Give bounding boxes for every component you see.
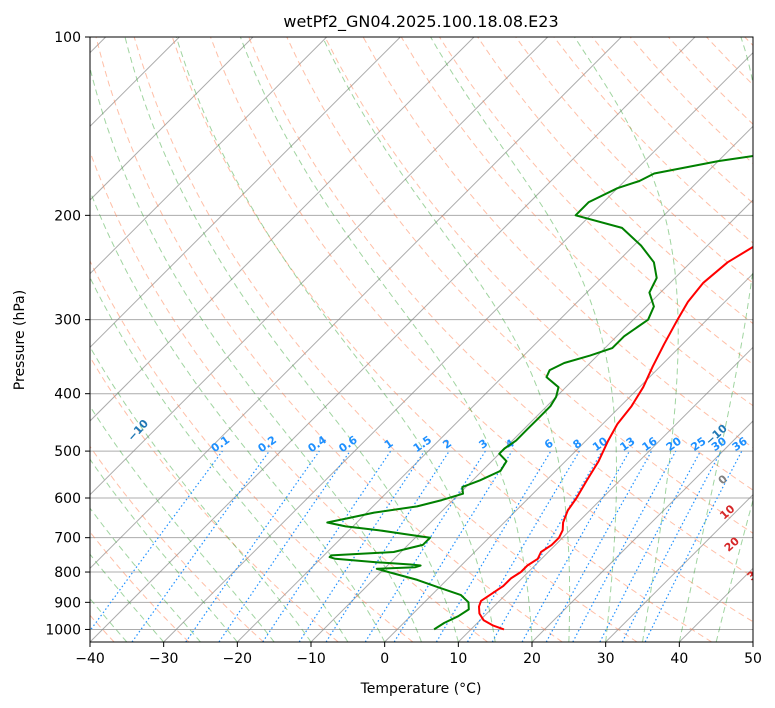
moist-adiabat-line: [90, 507, 201, 642]
moist-adiabat-line: [90, 405, 275, 642]
x-axis-ticks: −40 −30 −20 −10 0 10 20 30 40 50: [75, 642, 762, 667]
moist-adiabat-label: 30: [745, 563, 765, 583]
isotherm-line: [163, 51, 753, 642]
dry-adiabat-line: [90, 356, 339, 642]
y-tick-label: 200: [54, 208, 81, 224]
moist-adiabat-line: [90, 553, 165, 642]
y-axis-label: Pressure (hPa): [12, 290, 28, 390]
mixing-ratio-lines: [90, 450, 743, 642]
moist-adiabat-line: [90, 345, 312, 642]
dry-adiabats: [90, 37, 753, 642]
mixing-ratio-line: [131, 450, 270, 642]
moist-adiabat-line: [678, 37, 753, 642]
x-tick-label: −10: [296, 651, 326, 667]
moist-adiabat-line: [430, 37, 617, 642]
dewpoint-profile-line: [326, 155, 753, 631]
y-tick-label: 500: [54, 444, 81, 460]
isotherm-line: [90, 37, 475, 422]
mixing-ratio-line: [298, 450, 425, 642]
moist-adiabat-line: [574, 37, 679, 642]
y-tick-label: 600: [54, 491, 81, 507]
isotherm-line: [605, 493, 753, 642]
dry-adiabat-line: [248, 37, 753, 578]
isotherm-line: [90, 37, 549, 496]
mixing-ratio-line: [218, 450, 351, 642]
plot-frame: [89, 36, 754, 643]
moist-adiabat-line: [124, 37, 459, 642]
isotherm-line: [90, 37, 401, 349]
mixing-ratio-line: [325, 450, 450, 642]
temperature-profile-line: [478, 245, 753, 631]
dry-adiabat-line: [324, 37, 753, 491]
profile-series: [326, 155, 753, 631]
moist-adiabat-line: [90, 276, 349, 642]
mixing-ratio-line: [90, 450, 223, 632]
x-tick-label: −30: [149, 651, 179, 667]
dry-adiabat-line: [286, 37, 753, 534]
x-tick-label: 30: [597, 651, 615, 667]
isotherm-line: [384, 272, 753, 642]
mixing-ratio-line: [185, 450, 320, 642]
y-tick-label: 700: [54, 531, 81, 547]
x-tick-label: −20: [223, 651, 253, 667]
isotherm-line: [531, 420, 753, 642]
dry-adiabat-line: [90, 259, 414, 642]
x-tick-label: 10: [449, 651, 467, 667]
dry-adiabat-line: [210, 37, 753, 623]
isotherm-grid: [90, 37, 753, 642]
y-tick-label: 300: [54, 313, 81, 329]
mixing-ratio-line: [393, 450, 513, 642]
isotherm-line: [90, 37, 622, 570]
moist-adiabat-line: [90, 597, 128, 642]
moist-adiabat-line: [175, 37, 496, 642]
moist-adiabat-line: [715, 498, 753, 642]
mixing-ratio-line: [262, 450, 392, 642]
x-tick-label: 40: [670, 651, 688, 667]
dry-adiabat-line: [171, 37, 712, 642]
x-tick-label: 20: [523, 651, 541, 667]
isobar-grid: [90, 37, 753, 630]
y-axis-ticks: 100 200 300 400 500 600 700 800 900 1000: [45, 30, 90, 638]
mixing-ratio-line: [644, 450, 743, 642]
dry-adiabat-line: [95, 37, 563, 642]
moist-adiabat-line: [90, 189, 386, 642]
moist-adiabat-line: [239, 37, 533, 642]
mixing-ratio-line: [572, 450, 677, 642]
moist-adiabats: [90, 37, 753, 642]
isotherm-line: [90, 37, 696, 642]
y-tick-label: 800: [54, 565, 81, 581]
x-tick-label: −40: [75, 651, 105, 667]
chart-title: wetPf2_GN04.2025.100.18.08.E23: [283, 12, 558, 32]
x-tick-label: 0: [380, 651, 389, 667]
dry-adiabat-line: [133, 37, 638, 642]
moist-adiabat-line: [322, 37, 571, 642]
mixing-ratio-line: [521, 450, 631, 642]
x-tick-label: 50: [744, 651, 762, 667]
dry-adiabat-line: [90, 445, 264, 642]
y-tick-label: 400: [54, 387, 81, 403]
moist-adiabat-line: [90, 65, 422, 642]
isotherm-line: [90, 37, 254, 201]
y-tick-label: 100: [54, 30, 81, 46]
isotherm-line: [236, 125, 753, 642]
mixing-ratio-line: [545, 450, 653, 642]
y-tick-label: 900: [54, 595, 81, 611]
isotherm-line: [457, 346, 753, 642]
y-tick-label: 1000: [45, 622, 81, 638]
x-axis-label: Temperature (°C): [360, 681, 482, 697]
dry-adiabat-line: [515, 37, 753, 284]
moist-adiabat-line: [90, 458, 238, 642]
isotherm-line: [90, 37, 328, 275]
